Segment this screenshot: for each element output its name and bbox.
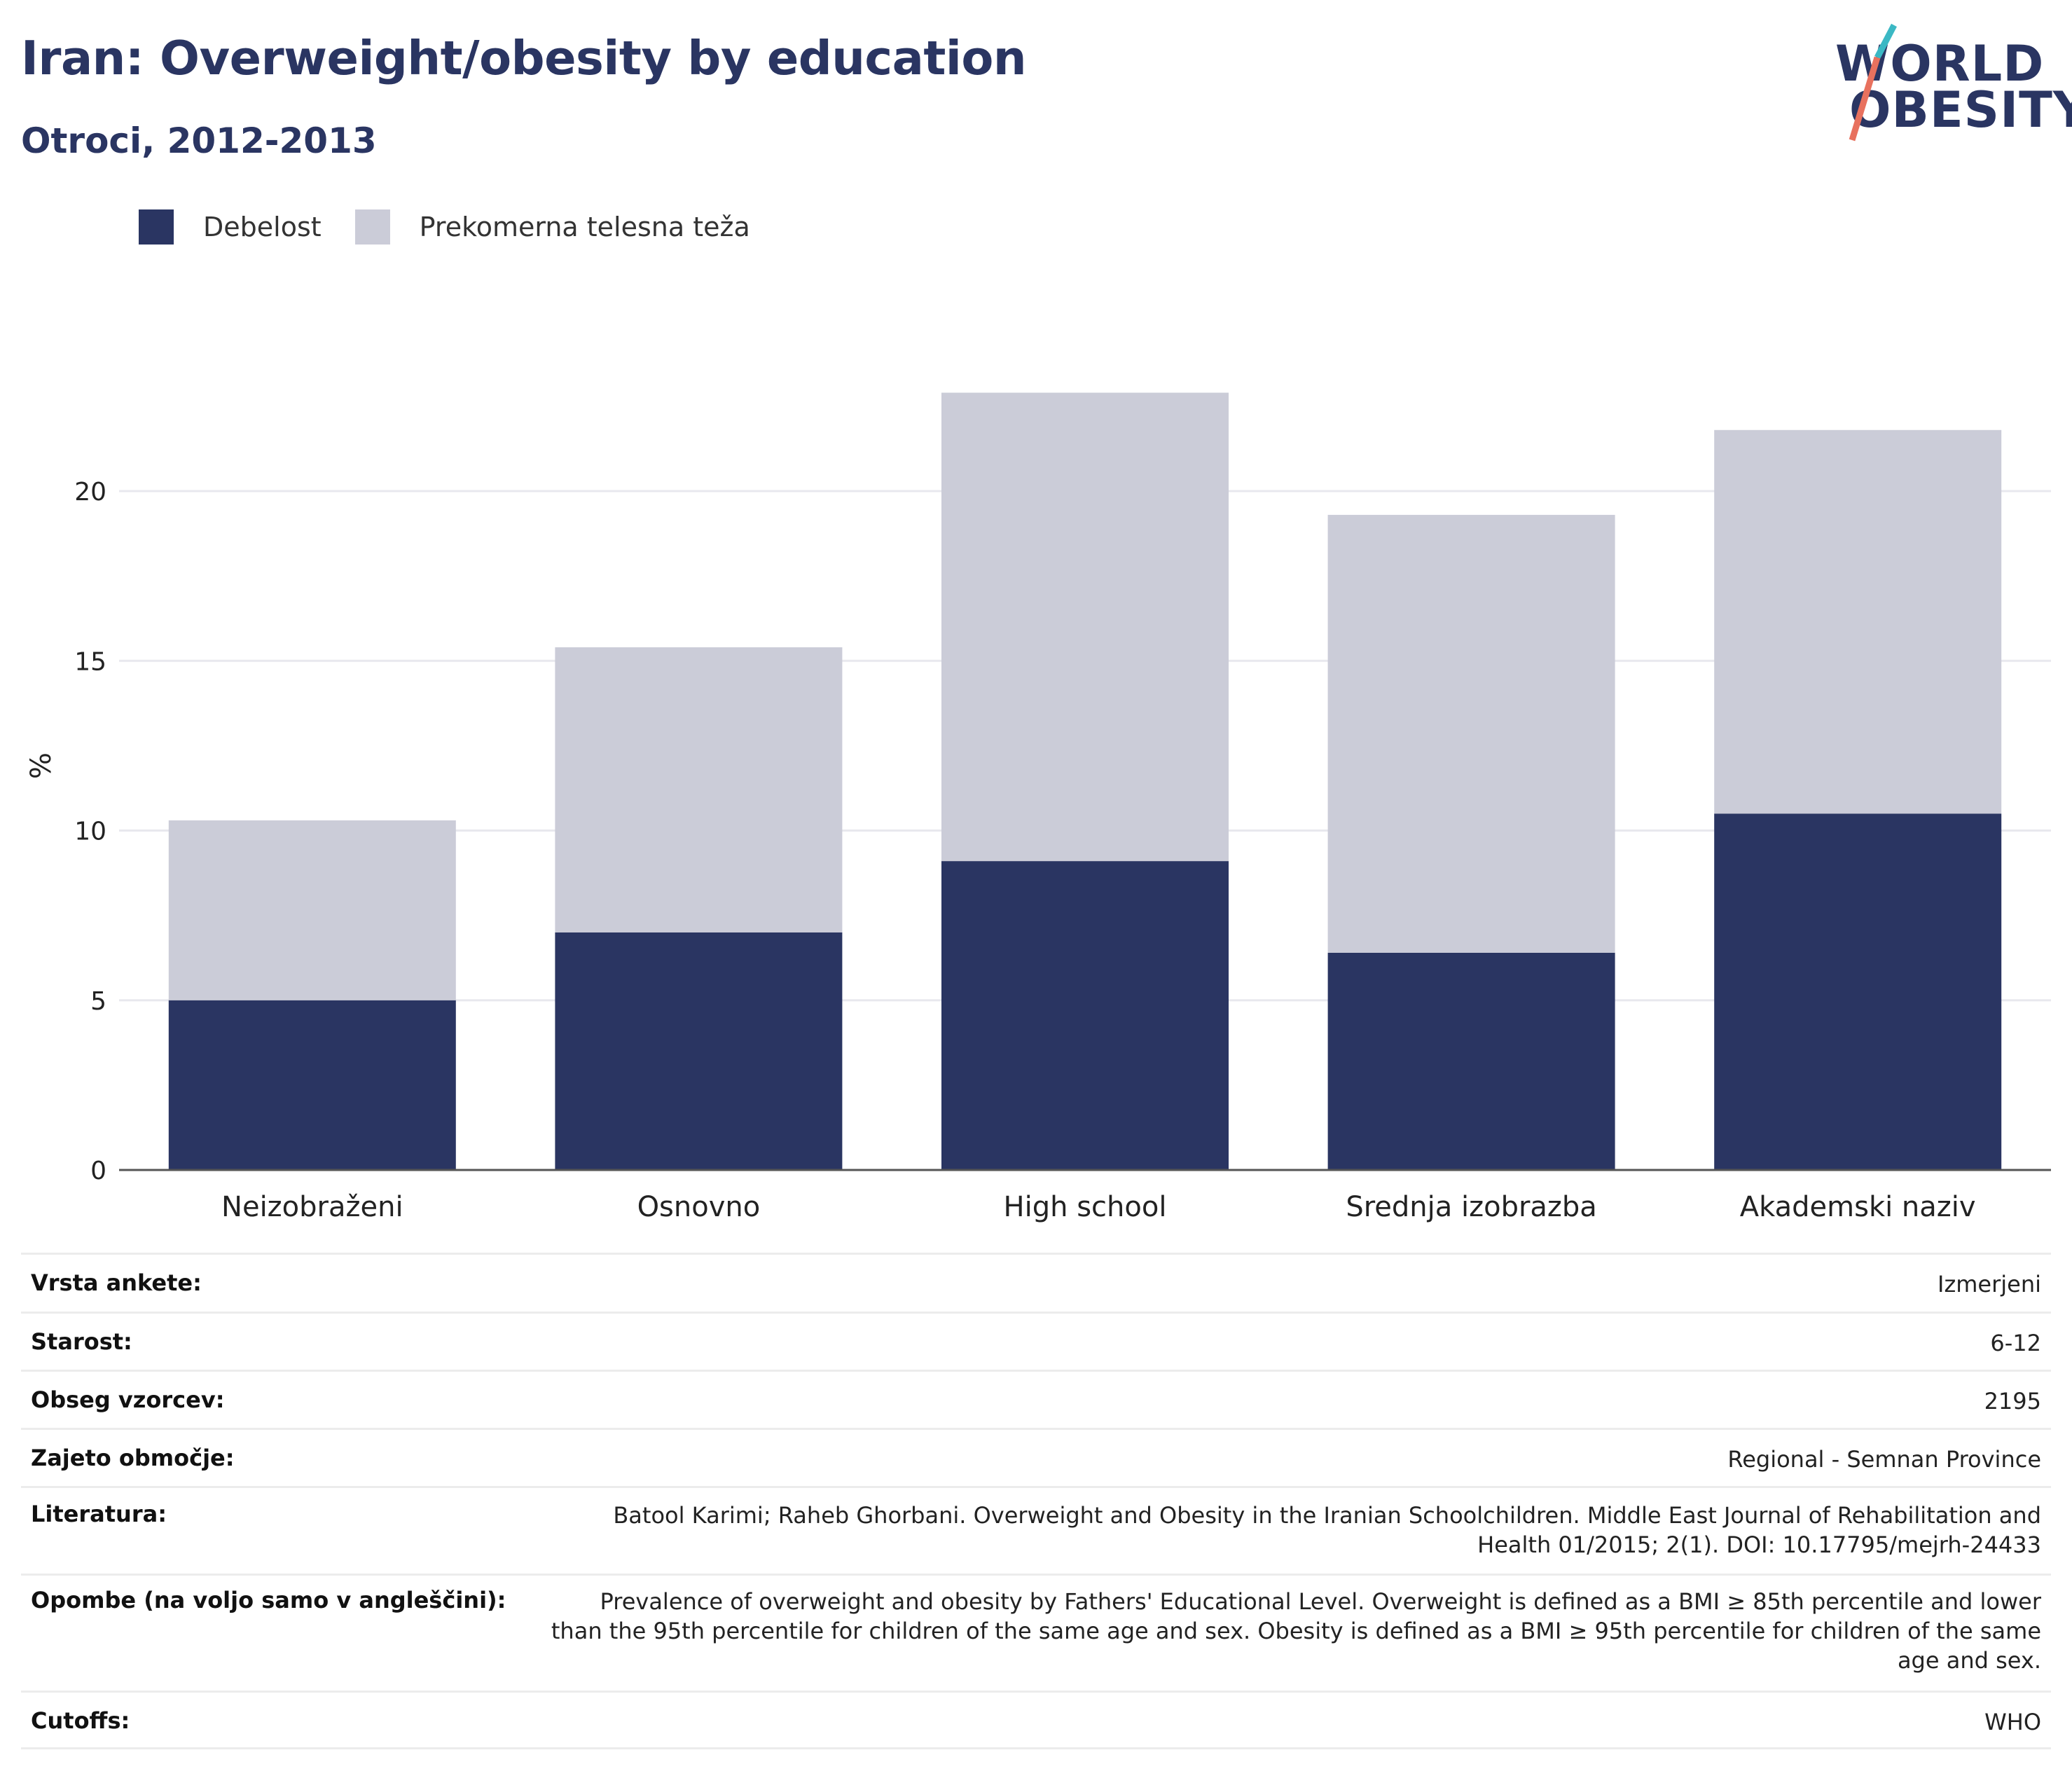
info-label: Zajeto območje: bbox=[31, 1445, 235, 1471]
bar-chart: 0 5 10 15 20 Neizobraženi Osnovno High school Sr… bbox=[25, 392, 2051, 1223]
bar-segment-prekomerna-3[interactable] bbox=[1327, 514, 1615, 953]
chart-legend: Debelost Prekomerna telesna teža bbox=[139, 206, 784, 248]
legend-label-debelost: Debelost bbox=[203, 212, 322, 242]
survey-info-table: Vrsta ankete: Izmerjeni Starost: 6-12 Ob… bbox=[21, 1253, 2051, 1749]
bar-segment-prekomerna-0[interactable] bbox=[168, 820, 456, 1000]
y-tick-label: 0 bbox=[90, 1157, 106, 1185]
x-tick-label: Neizobraženi bbox=[221, 1191, 403, 1223]
y-tick-label: 15 bbox=[74, 647, 106, 676]
chart-title: Iran: Overweight/obesity by education bbox=[21, 31, 1027, 85]
chart-subtitle: Otroci, 2012-2013 bbox=[21, 121, 377, 161]
x-tick-label: Srednja izobrazba bbox=[1346, 1191, 1596, 1223]
info-label: Literatura: bbox=[31, 1501, 167, 1527]
legend-item-prekomerna[interactable]: Prekomerna telesna teža bbox=[354, 209, 750, 245]
info-value: Batool Karimi; Raheb Ghorbani. Overweigh… bbox=[613, 1502, 2041, 1558]
info-row-age: Starost: 6-12 bbox=[21, 1312, 2051, 1370]
world-obesity-logo: WORLD OBESITY bbox=[1821, 21, 2072, 147]
info-value: Regional - Semnan Province bbox=[1727, 1446, 2041, 1473]
bar-segment-debelost-0[interactable] bbox=[168, 1000, 456, 1170]
info-label: Obseg vzorcev: bbox=[31, 1386, 225, 1413]
info-label: Vrsta ankete: bbox=[31, 1269, 202, 1296]
bar-segment-debelost-2[interactable] bbox=[941, 861, 1229, 1170]
y-tick-label: 10 bbox=[74, 818, 106, 846]
info-label: Cutoffs: bbox=[31, 1707, 130, 1734]
info-label: Starost: bbox=[31, 1328, 132, 1355]
bar-segment-debelost-4[interactable] bbox=[1714, 813, 2002, 1170]
info-row-cutoffs: Cutoffs: WHO bbox=[21, 1691, 2051, 1749]
info-row-notes: Opombe (na voljo samo v angleščini): Pre… bbox=[21, 1574, 2051, 1691]
info-value: 6-12 bbox=[1990, 1330, 2041, 1356]
info-row-sample-size: Obseg vzorcev: 2195 bbox=[21, 1370, 2051, 1428]
info-row-survey-type: Vrsta ankete: Izmerjeni bbox=[21, 1253, 2051, 1312]
legend-swatch-debelost bbox=[139, 209, 174, 245]
axes: 0 5 10 15 20 Neizobraženi Osnovno High school Sr… bbox=[74, 478, 2051, 1223]
legend-item-debelost[interactable]: Debelost bbox=[139, 209, 322, 245]
bars bbox=[168, 392, 2002, 1170]
bar-segment-debelost-1[interactable] bbox=[555, 932, 843, 1170]
legend-label-prekomerna: Prekomerna telesna teža bbox=[419, 212, 750, 242]
y-axis-title: % bbox=[25, 752, 57, 779]
info-value: Prevalence of overweight and obesity by … bbox=[551, 1588, 2041, 1674]
logo-slash-icon bbox=[1849, 23, 1897, 142]
x-tick-label: Osnovno bbox=[637, 1191, 761, 1223]
bar-segment-prekomerna-2[interactable] bbox=[941, 392, 1229, 862]
y-tick-label: 20 bbox=[74, 478, 106, 507]
bar-segment-debelost-3[interactable] bbox=[1327, 952, 1615, 1170]
info-row-reference: Literatura: Batool Karimi; Raheb Ghorban… bbox=[21, 1486, 2051, 1574]
logo-text-obesity: OBESITY bbox=[1849, 81, 2072, 139]
bar-segment-prekomerna-1[interactable] bbox=[555, 647, 843, 932]
legend-swatch-prekomerna bbox=[354, 209, 390, 245]
info-row-area-covered: Zajeto območje: Regional - Semnan Provin… bbox=[21, 1428, 2051, 1486]
bar-segment-prekomerna-4[interactable] bbox=[1714, 429, 2002, 814]
x-tick-label: High school bbox=[1004, 1191, 1167, 1223]
info-value: WHO bbox=[1984, 1709, 2041, 1735]
info-value: Izmerjeni bbox=[1938, 1271, 2041, 1297]
info-value: 2195 bbox=[1984, 1388, 2041, 1414]
info-label: Opombe (na voljo samo v angleščini): bbox=[31, 1587, 506, 1613]
y-tick-label: 5 bbox=[90, 987, 106, 1016]
x-tick-label: Akademski naziv bbox=[1740, 1191, 1976, 1223]
